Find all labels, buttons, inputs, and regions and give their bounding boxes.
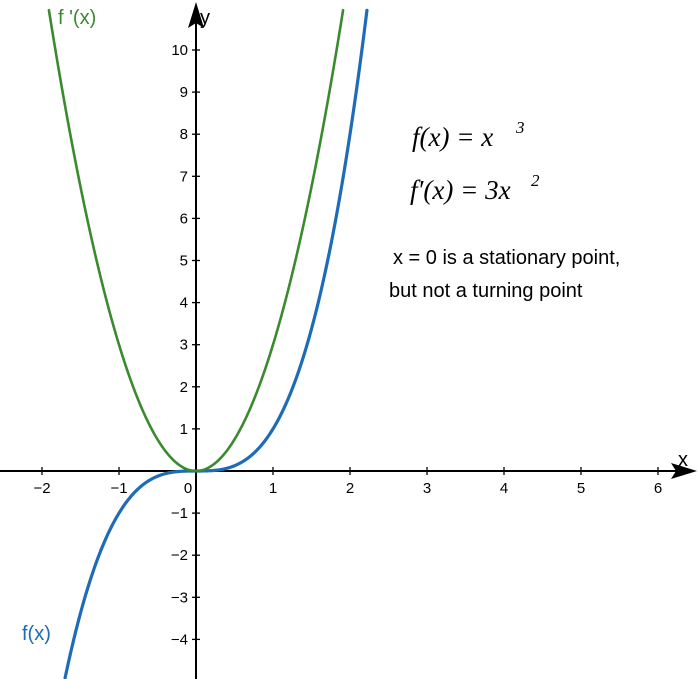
x-tick-label: 6 [654,480,662,497]
y-tick-label: 10 [171,42,188,59]
x-tick-label: 4 [500,480,508,497]
y-tick-label: 6 [180,210,188,227]
fprime-curve-label: f '(x) [58,7,96,29]
y-tick-label: 3 [180,337,188,354]
y-tick-label: 8 [180,126,188,143]
x-tick-label: −1 [110,480,127,497]
curves [47,8,369,679]
y-tick-label: −3 [171,589,188,606]
equation-fprime-exponent: 2 [531,171,540,190]
equation-fprime: f′(x) = 3x 2 [410,171,540,205]
equation-f-exponent: 3 [515,118,525,137]
y-tick-label: 4 [180,295,188,312]
y-axis-label: y [200,7,210,29]
note-line-1: x = 0 is a stationary point, [393,247,620,269]
equation-fprime-text: f′(x) = 3x [410,175,511,205]
equation-f: f(x) = x 3 [412,118,525,152]
y-axis-arrow [188,2,204,28]
y-tick-label: −1 [171,505,188,522]
note-line-2: but not a turning point [389,280,583,302]
x-tick-label: 5 [577,480,585,497]
f-curve [63,8,369,679]
x-tick-label: 2 [346,480,354,497]
y-tick-label: 1 [180,421,188,438]
x-tick-label: −2 [33,480,50,497]
f-curve-label: f(x) [22,623,51,645]
y-tick-label: 7 [180,168,188,185]
y-tick-label: 5 [180,253,188,270]
y-tick-label: 2 [180,379,188,396]
fprime-curve [47,8,345,473]
y-tick-label: −4 [171,631,188,648]
x-axis-arrow [671,463,697,479]
x-tick-label: 3 [423,480,431,497]
equation-f-text: f(x) = x [412,122,493,152]
y-tick-label: 9 [180,84,188,101]
tick-labels: −2 −1 0 1 2 3 4 5 6 −4 −3 −2 −1 1 2 3 4 5 6 7 8 9 10 [33,42,662,648]
x-axis-label: x [678,449,688,471]
y-tick-label: −2 [171,547,188,564]
x-tick-label: 0 [184,480,192,497]
x-tick-label: 1 [269,480,277,497]
